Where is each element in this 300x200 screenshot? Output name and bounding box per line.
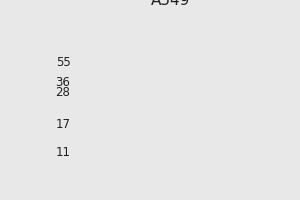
Text: 55: 55 [56, 56, 70, 69]
Polygon shape [184, 79, 191, 86]
Text: 28: 28 [56, 86, 70, 99]
Text: 36: 36 [56, 76, 70, 89]
Ellipse shape [150, 77, 180, 88]
Text: 11: 11 [56, 146, 70, 159]
Text: 17: 17 [56, 118, 70, 131]
Bar [146, 12, 184, 194]
Text: A549: A549 [151, 0, 191, 8]
Bar [81, 12, 261, 194]
